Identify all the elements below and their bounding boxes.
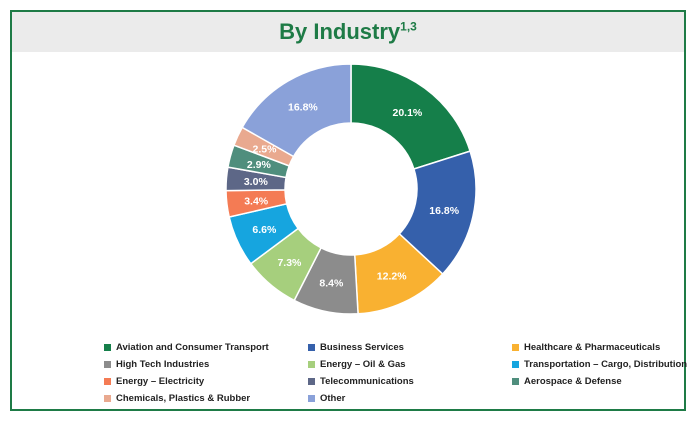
legend-label: Healthcare & Pharmaceuticals: [524, 342, 661, 353]
legend-swatch: [104, 378, 111, 385]
donut-chart: 20.1% 16.8% 12.2% 8.4% 7.3% 6.6% 3.4% 3.0% 2.9% 2…: [225, 63, 477, 315]
legend-label: High Tech Industries: [116, 359, 210, 370]
legend-swatch: [512, 378, 519, 385]
legend-label: Telecommunications: [320, 376, 414, 387]
legend-label: Business Services: [320, 342, 404, 353]
legend-item: Healthcare & Pharmaceuticals: [512, 340, 700, 355]
legend-item: High Tech Industries: [104, 357, 308, 372]
chart-frame: By Industry1,3 20.1% 16.8% 12.2% 8.4% 7.3% 6.…: [10, 10, 687, 411]
legend-item: Transportation – Cargo, Distribution: [512, 357, 700, 372]
legend-label: Energy – Electricity: [116, 376, 205, 387]
slice-label-3: 8.4%: [319, 277, 344, 289]
legend-label: Energy – Oil & Gas: [320, 359, 406, 370]
legend-item: Telecommunications: [308, 374, 512, 389]
legend-item: Business Services: [308, 340, 512, 355]
slice-label-0: 20.1%: [392, 107, 422, 119]
legend-label: Other: [320, 393, 346, 404]
slice-label-9: 2.5%: [252, 144, 277, 156]
slice-label-5: 6.6%: [252, 224, 277, 236]
legend-swatch: [512, 344, 519, 351]
slice-label-8: 2.9%: [247, 159, 272, 171]
slice-label-4: 7.3%: [277, 257, 302, 269]
legend-swatch: [104, 344, 111, 351]
chart-legend: Aviation and Consumer Transport Business …: [104, 340, 694, 406]
legend-label: Aerospace & Defense: [524, 376, 622, 387]
legend-item: Energy – Electricity: [104, 374, 308, 389]
legend-swatch: [104, 361, 111, 368]
legend-item: Chemicals, Plastics & Rubber: [104, 391, 308, 406]
chart-header: By Industry1,3: [12, 12, 684, 52]
slice-label-10: 16.8%: [288, 101, 318, 113]
slice-label-7: 3.0%: [244, 176, 269, 188]
legend-swatch: [308, 395, 315, 402]
slice-label-1: 16.8%: [429, 205, 459, 217]
legend-label: Aviation and Consumer Transport: [116, 342, 269, 353]
legend-swatch: [512, 361, 519, 368]
legend-swatch: [104, 395, 111, 402]
chart-title-footnote: 1,3: [400, 19, 417, 34]
legend-item: Other: [308, 391, 512, 406]
legend-item: Aviation and Consumer Transport: [104, 340, 308, 355]
legend-swatch: [308, 361, 315, 368]
slice-label-2: 12.2%: [377, 270, 407, 282]
legend-item: Aerospace & Defense: [512, 374, 700, 389]
legend-label: Transportation – Cargo, Distribution: [524, 359, 688, 370]
legend-label: Chemicals, Plastics & Rubber: [116, 393, 251, 404]
legend-swatch: [308, 378, 315, 385]
slice-label-6: 3.4%: [244, 195, 269, 207]
chart-title: By Industry1,3: [279, 19, 417, 45]
donut-slice-10: [241, 63, 352, 158]
legend-swatch: [308, 344, 315, 351]
chart-title-text: By Industry: [279, 19, 401, 44]
legend-item: Energy – Oil & Gas: [308, 357, 512, 372]
